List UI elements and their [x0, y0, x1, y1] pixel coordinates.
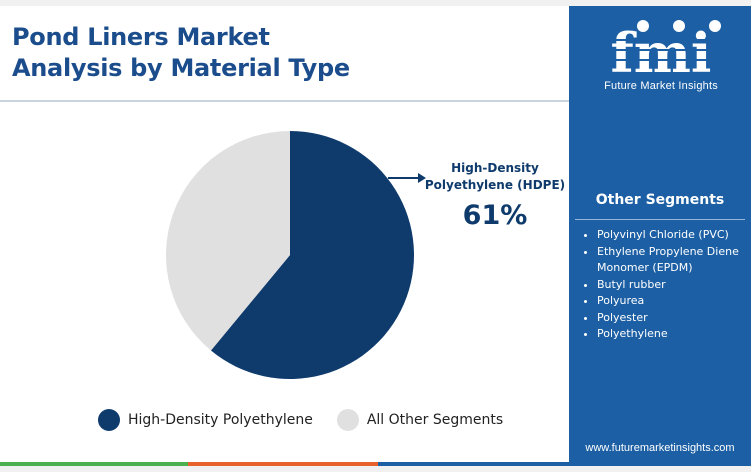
title-divider: [0, 100, 569, 102]
fmi-logo: fmi Future Market Insights: [591, 18, 731, 98]
legend-swatch-hdpe: [98, 409, 120, 431]
title-line-2: Analysis by Material Type: [12, 54, 350, 82]
logo-tagline: Future Market Insights: [604, 80, 718, 92]
title-line-1: Pond Liners Market: [12, 23, 270, 51]
legend-item-hdpe: High-Density Polyethylene: [98, 409, 313, 431]
callout-label-line-2: Polyethylene (HDPE): [424, 178, 566, 192]
pie-slice-high-density-polyethylene: [210, 131, 415, 380]
logo-text: fmi: [611, 21, 712, 80]
logo-globe-icon: [637, 20, 649, 32]
callout-arrow: [388, 173, 426, 183]
sidebar-panel: fmi Future Market Insights Other Segment…: [569, 6, 751, 462]
bottom-bar-orange: [188, 462, 378, 466]
legend-label-hdpe: High-Density Polyethylene: [128, 412, 313, 428]
pie-chart: [166, 131, 426, 380]
pie-slices: [166, 131, 415, 380]
callout-label: High-Density Polyethylene (HDPE): [420, 160, 570, 194]
other-segment-item: Butyl rubber: [597, 277, 751, 294]
logo-person-icon: [673, 20, 685, 32]
bottom-bar-blue: [378, 462, 751, 466]
callout-label-line-1: High-Density: [451, 161, 539, 175]
legend-swatch-others: [336, 409, 359, 431]
other-segment-item: Polyvinyl Chloride (PVC): [597, 227, 751, 244]
chart-legend: High-Density Polyethylene All Other Segm…: [98, 409, 527, 431]
hdpe-callout: High-Density Polyethylene (HDPE) 61%: [420, 160, 570, 231]
other-segment-item: Ethylene Propylene Diene Monomer (EPDM): [597, 244, 751, 277]
page-title: Pond Liners Market Analysis by Material …: [12, 22, 350, 84]
other-segments-divider: [575, 219, 745, 220]
other-segment-item: Polyester: [597, 310, 751, 327]
bottom-bar-green: [0, 462, 188, 466]
fmi-logo-mark: fmi: [597, 20, 725, 85]
legend-item-others: All Other Segments: [336, 409, 504, 431]
legend-label-others: All Other Segments: [366, 412, 504, 428]
other-segments-title: Other Segments: [595, 192, 725, 208]
pie-slice-all-other-segments: [166, 131, 290, 351]
callout-value: 61%: [462, 200, 528, 231]
other-segment-item: Polyethylene: [597, 326, 751, 343]
other-segment-item: Polyurea: [597, 293, 751, 310]
logo-chart-icon: [709, 20, 721, 32]
website-url: www.futuremarketinsights.com: [585, 442, 735, 454]
bottom-color-bar: [0, 462, 751, 472]
other-segments-list: Polyvinyl Chloride (PVC) Ethylene Propyl…: [583, 227, 751, 343]
